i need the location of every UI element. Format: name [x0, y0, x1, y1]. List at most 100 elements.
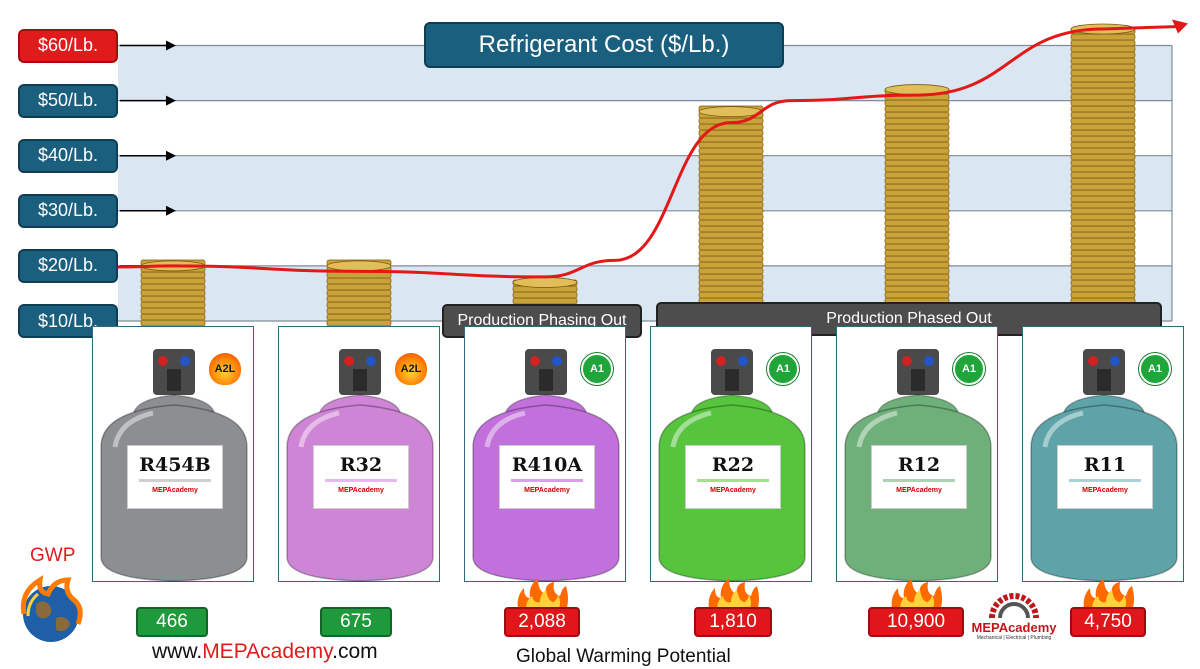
coin: [884, 123, 950, 131]
coin: [140, 283, 206, 291]
coin: [884, 213, 950, 221]
coin: [884, 153, 950, 161]
website-prefix: www.: [152, 640, 203, 663]
coin: [1070, 141, 1136, 149]
coin: [1070, 177, 1136, 185]
coin: [1070, 261, 1136, 269]
gear-icon: [989, 593, 1039, 619]
cylinder-brand: MEPAcademy: [896, 487, 942, 494]
coin: [884, 291, 950, 299]
coin: [698, 285, 764, 293]
coin: [698, 225, 764, 233]
cylinder-label: R22 MEPAcademy: [685, 445, 781, 509]
coin: [140, 277, 206, 285]
coin: [884, 237, 950, 245]
coin: [884, 273, 950, 281]
cylinder-brand: MEPAcademy: [524, 487, 570, 494]
cylinder-label: R454B MEPAcademy: [127, 445, 223, 509]
coin: [1070, 123, 1136, 131]
gwp-value: 2,088: [504, 607, 580, 637]
coin: [1070, 111, 1136, 119]
coin: [884, 117, 950, 125]
label-stripe: [139, 479, 211, 482]
coin: [1070, 225, 1136, 233]
coin: [698, 189, 764, 197]
safety-class-badge: A1: [1139, 353, 1171, 385]
coin: [884, 189, 950, 197]
coin: [140, 313, 206, 321]
coin: [884, 129, 950, 137]
label-stripe: [883, 479, 955, 482]
coin: [1070, 159, 1136, 167]
refrigerant-panel: R22 MEPAcademy A1: [650, 326, 812, 582]
coin: [884, 141, 950, 149]
coin: [1070, 249, 1136, 257]
gwp-label: GWP: [30, 545, 76, 566]
coin: [884, 261, 950, 269]
coin: [1070, 117, 1136, 125]
footer-caption: Global Warming Potential: [516, 646, 731, 667]
safety-class-badge: A1: [581, 353, 613, 385]
coin: [698, 213, 764, 221]
grid-bands: [118, 44, 1173, 322]
gwp-value: 4,750: [1070, 607, 1146, 637]
coin: [140, 295, 206, 303]
grid-band: [118, 155, 1172, 211]
coin: [884, 243, 950, 251]
label-stripe: [511, 479, 583, 482]
coin: [326, 295, 392, 303]
coin: [1070, 69, 1136, 77]
coin: [140, 271, 206, 279]
coin: [1070, 75, 1136, 83]
cost-line: [117, 27, 1104, 279]
coin: [326, 301, 392, 309]
coin: [884, 135, 950, 143]
coin: [698, 243, 764, 251]
coin: [1070, 135, 1136, 143]
refrigerant-panel: R12 MEPAcademy A1: [836, 326, 998, 582]
website-link[interactable]: www.MEPAcademy.com: [152, 640, 378, 664]
coin-stacks: [140, 23, 1136, 339]
coin: [698, 267, 764, 275]
coin: [1070, 165, 1136, 173]
cylinder-brand: MEPAcademy: [1082, 487, 1128, 494]
coin: [698, 255, 764, 263]
coin: [884, 255, 950, 263]
coin: [1070, 105, 1136, 113]
safety-class-badge: A2L: [209, 353, 241, 385]
cylinder-label: R12 MEPAcademy: [871, 445, 967, 509]
refrigerant-name: R410A: [511, 454, 583, 476]
coin: [698, 207, 764, 215]
y-tick-label: $50/Lb.: [18, 83, 118, 118]
label-stripe: [325, 479, 397, 482]
coin-top: [326, 260, 392, 272]
gwp-value: 466: [136, 607, 208, 637]
coin: [1070, 87, 1136, 95]
coin: [140, 301, 206, 309]
coin: [698, 261, 764, 269]
coin: [512, 291, 578, 299]
coin: [698, 273, 764, 281]
coin: [884, 171, 950, 179]
tick-arrowhead: [166, 40, 176, 51]
coin: [1070, 153, 1136, 161]
label-stripe: [1069, 479, 1141, 482]
refrigerant-panel: R32 MEPAcademy A2L: [278, 326, 440, 582]
coin: [1070, 99, 1136, 107]
gwp-value: 10,900: [868, 607, 964, 637]
logo-subtitle: Mechanical | Electrical | Plumbing: [976, 635, 1052, 641]
coin: [884, 111, 950, 119]
coin: [698, 177, 764, 185]
coin: [698, 183, 764, 191]
coin: [698, 135, 764, 143]
gwp-value: 1,810: [694, 607, 772, 637]
coin: [884, 147, 950, 155]
coin: [884, 177, 950, 185]
coin: [1070, 195, 1136, 203]
coin: [884, 285, 950, 293]
coin: [698, 237, 764, 245]
y-tick-label: $40/Lb.: [18, 138, 118, 173]
fire-icon: [517, 578, 568, 610]
coin: [1070, 279, 1136, 287]
